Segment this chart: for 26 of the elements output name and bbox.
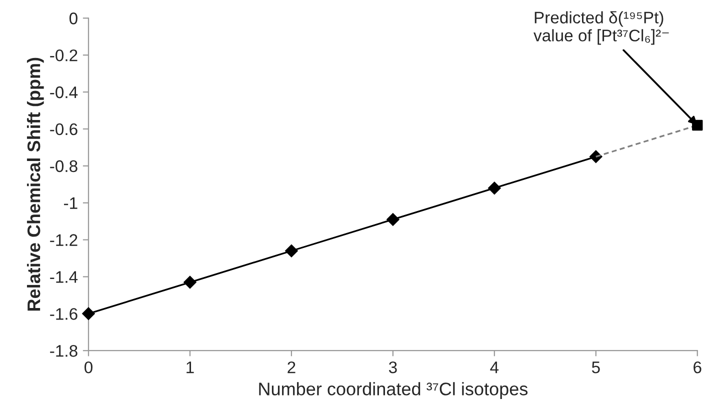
point [488, 182, 501, 194]
y-tick-label: -0.2 [50, 49, 78, 62]
x-tick-label: 4 [490, 362, 499, 374]
y-tick-label: -1 [64, 197, 78, 209]
x-tick-label: 1 [186, 362, 194, 374]
y-axis-title: Relative Chemical Shift (ppm) [26, 58, 44, 311]
point [82, 307, 95, 320]
x-tick-label: 6 [694, 361, 702, 374]
y-tick-label: 0 [69, 12, 78, 24]
x-axis-title: Number coordinated ³⁷Cl isotopes [259, 382, 528, 399]
x-tick-label: 2 [288, 361, 296, 374]
y-tick-label: -0.8 [50, 160, 78, 172]
y-tick-label: -1.8 [50, 345, 78, 357]
x-tick-label: 5 [592, 362, 600, 374]
annotation: Predicted δ(¹⁹⁵Pt) value of [Pt³⁷Cl₆]²⁻ [534, 11, 669, 45]
y-tick-label: -1.4 [50, 271, 78, 283]
y-tick-label: -0.4 [50, 86, 78, 98]
x-tick-label: 0 [84, 361, 92, 374]
y-tick-label: -0.6 [50, 123, 78, 136]
point [386, 213, 400, 226]
y-tick-label: -1.2 [50, 234, 78, 246]
point [184, 276, 196, 289]
y-tick-label: -1.6 [50, 308, 78, 320]
point [692, 120, 703, 131]
point [285, 244, 298, 258]
x-tick-label: 3 [388, 361, 397, 374]
